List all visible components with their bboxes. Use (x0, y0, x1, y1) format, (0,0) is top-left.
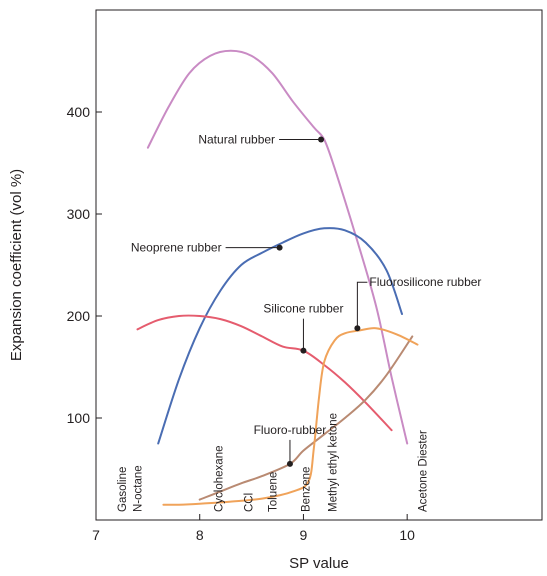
series-lines (136, 49, 419, 506)
series-line-natural-rubber (146, 49, 409, 445)
annotation-dot-fluorosilicone-rubber (354, 325, 361, 332)
y-tick-label: 200 (67, 308, 91, 324)
series-line-neoprene-rubber (157, 227, 403, 445)
leader-line-fluorosilicone-rubber (356, 281, 368, 329)
x-axis-ticks: 7 8 9 10 (92, 514, 415, 543)
annotation-dot-neoprene-rubber (276, 244, 283, 251)
y-axis-title: Expansion coefficient (vol %) (8, 169, 25, 361)
x-tick-label: 7 (92, 527, 100, 543)
y-axis-ticks: 100 200 300 400 (67, 104, 102, 426)
solvent-label-ccl: CCl (244, 493, 256, 512)
annotation-dot-fluoro-rubber (286, 460, 293, 467)
solvent-labels: Gasoline N-octane Cyclohexane CCl Toluene Ben… (117, 413, 430, 512)
solvent-label-n-octane: N-octane (133, 465, 145, 512)
solvent-label-methyl-ethyl-ketone: Methyl ethyl ketone (328, 413, 340, 512)
series-annotations: Natural rubber Neoprene rubber Silicone ru… (131, 133, 481, 467)
annotation-dot-silicone-rubber (300, 347, 307, 354)
solvent-label-acetone-diester: Acetone Diester (418, 430, 430, 512)
annotation-fluoro-rubber: Fluoro-rubber (254, 423, 327, 437)
x-axis-title: SP value (289, 555, 349, 572)
annotation-fluorosilicone-rubber: Fluorosilicone rubber (369, 275, 481, 289)
y-tick-label: 100 (67, 410, 91, 426)
series-line-fluorosilicone-rubber (162, 327, 419, 506)
y-tick-label: 400 (67, 104, 91, 120)
x-tick-label: 10 (399, 527, 415, 543)
annotation-natural-rubber: Natural rubber (198, 133, 275, 147)
annotation-silicone-rubber: Silicone rubber (263, 302, 343, 316)
solvent-label-benzene: Benzene (301, 467, 313, 512)
x-tick-label: 9 (300, 527, 308, 543)
series-line-fluoro-rubber (198, 335, 414, 501)
solvent-label-gasoline: Gasoline (117, 467, 129, 512)
series-line-silicone-rubber (136, 314, 393, 432)
y-tick-label: 300 (67, 206, 91, 222)
plot-frame (95, 9, 543, 521)
annotation-neoprene-rubber: Neoprene rubber (131, 241, 222, 255)
solvent-label-toluene: Toluene (267, 472, 279, 512)
x-tick-label: 8 (196, 527, 204, 543)
annotation-dot-natural-rubber (318, 136, 325, 143)
solvent-label-cyclohexane: Cyclohexane (213, 446, 225, 512)
